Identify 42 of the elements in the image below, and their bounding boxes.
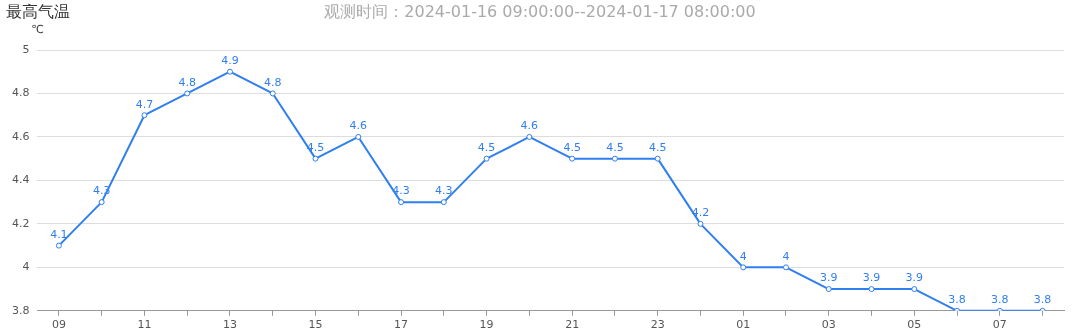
x-tick-label: 13 [222,318,237,332]
x-tick-label: 09 [51,318,66,332]
data-label: 3.9 [905,271,924,285]
x-tick-label: 19 [479,318,494,332]
data-label: 4.3 [435,184,453,198]
data-label: 3.9 [862,271,881,285]
data-label: 3.9 [820,271,838,285]
y-axis-title: ℃ [31,23,44,37]
data-label: 4.5 [477,141,496,155]
chart-title: 最高气温 [6,2,70,23]
data-label: 4.6 [520,119,539,133]
data-label: 3.8 [948,293,966,307]
y-tick-label: 4.4 [11,173,30,187]
x-tick-label: 05 [907,318,922,332]
data-label: 4.7 [135,97,154,111]
y-tick-label: 4.6 [11,129,30,143]
data-label: 4.8 [263,75,282,89]
data-label: 4.9 [221,54,239,68]
chart-subtitle: 观测时间：2024-01-16 09:00:00--2024-01-17 08:00:00 [324,2,756,21]
x-tick-label: 21 [565,318,580,332]
x-tick-label: 03 [821,318,836,332]
x-tick-label: 17 [394,318,409,332]
data-label: 4.5 [606,141,624,155]
x-tick-label: 23 [650,318,665,332]
y-tick-label: 4.2 [11,216,30,230]
data-label: 3.8 [991,293,1009,307]
data-label: 4.5 [563,141,581,155]
data-label: 4 [782,249,790,263]
x-tick-label: 07 [992,318,1007,332]
y-tick-label: 5 [22,42,30,56]
x-tick-label: 01 [736,318,751,332]
data-label: 4 [739,249,747,263]
data-label: 4.6 [349,119,368,133]
y-tick-label: 3.8 [11,303,30,317]
y-tick-label: 4.8 [11,86,30,100]
data-label: 3.8 [1033,293,1052,307]
data-label: 4.8 [178,75,196,89]
x-tick-label: 15 [308,318,323,332]
y-tick-label: 4 [22,260,30,274]
x-tick-label: 11 [137,318,152,332]
data-label: 4.5 [648,141,667,155]
data-label: 4.1 [50,227,68,241]
